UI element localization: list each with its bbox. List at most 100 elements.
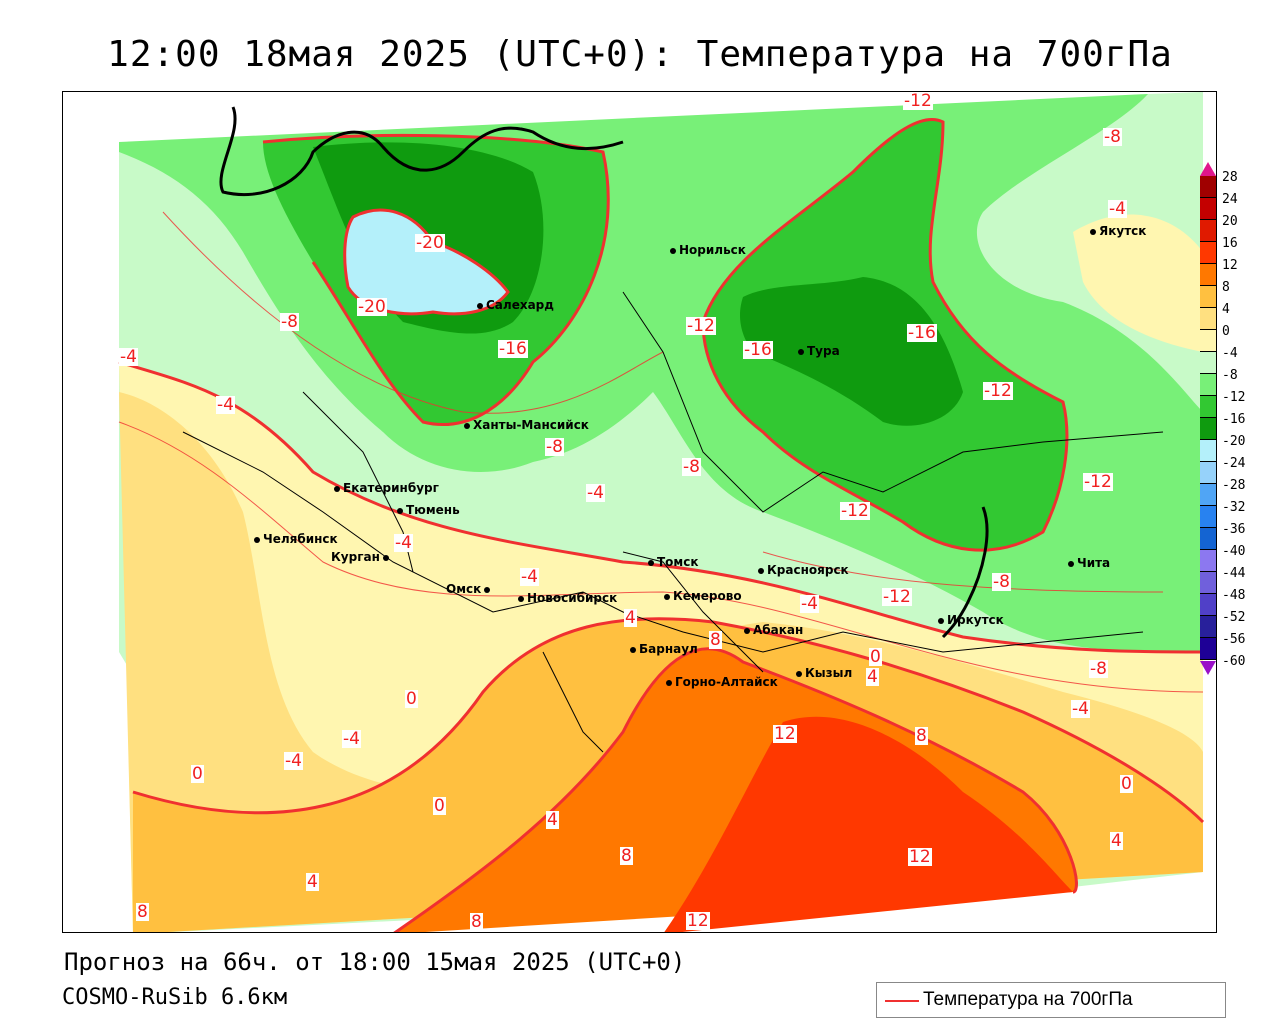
- city-dot-icon: [254, 536, 260, 543]
- city-name: Ханты-Мансийск: [473, 418, 589, 432]
- colorbar-bin: [1200, 462, 1216, 484]
- contour-label: -16: [907, 323, 937, 343]
- colorbar-tick-label: 8: [1222, 280, 1230, 295]
- city-name: Норильск: [679, 243, 746, 257]
- city-dot-icon: [630, 646, 636, 653]
- colorbar-tick-label: -4: [1222, 346, 1238, 361]
- city-label: Норильск: [670, 243, 746, 257]
- city-name: Новосибирск: [527, 591, 618, 605]
- contour-label: 8: [470, 912, 483, 932]
- contour-label: -4: [520, 567, 539, 587]
- contour-label: -12: [840, 501, 870, 521]
- contour-label: 4: [306, 872, 319, 892]
- colorbar-bin: [1200, 242, 1216, 264]
- colorbar-tick-label: -52: [1222, 610, 1246, 625]
- contour-label: 0: [433, 796, 446, 816]
- contour-label: 12: [773, 724, 797, 744]
- city-dot-icon: [334, 485, 340, 492]
- contour-label: 8: [915, 726, 928, 746]
- temperature-map: [62, 91, 1217, 933]
- colorbar-tick-label: -40: [1222, 544, 1246, 559]
- city-name: Абакан: [753, 623, 804, 637]
- colorbar-bin: [1200, 352, 1216, 374]
- colorbar-tick-label: -16: [1222, 412, 1246, 427]
- colorbar-bin: [1200, 638, 1216, 660]
- contour-label: -8: [992, 572, 1011, 592]
- colorbar-tick-label: -60: [1222, 654, 1246, 669]
- colorbar-top-arrow: [1200, 162, 1216, 176]
- city-label: Кызыл: [796, 666, 852, 680]
- city-label: Чита: [1068, 556, 1110, 570]
- contour-label: -4: [586, 483, 605, 503]
- city-label: Курган: [331, 550, 389, 564]
- contour-label: -4: [216, 395, 235, 415]
- legend-label: Температура на 700гПа: [923, 989, 1133, 1010]
- contour-label: -12: [686, 316, 716, 336]
- city-dot-icon: [1068, 560, 1074, 567]
- colorbar-bin: [1200, 506, 1216, 528]
- map-title: 12:00 18мая 2025 (UTC+0): Температура на…: [107, 34, 1173, 75]
- city-label: Кемерово: [664, 589, 742, 603]
- city-label: Красноярск: [758, 563, 849, 577]
- city-dot-icon: [1090, 228, 1096, 235]
- contour-label: 0: [405, 689, 418, 709]
- colorbar-tick-label: 20: [1222, 214, 1238, 229]
- contour-label: -20: [415, 233, 445, 253]
- contour-label: -4: [342, 729, 361, 749]
- fill-minus4-0-east: [1073, 214, 1203, 352]
- colorbar-bin: [1200, 616, 1216, 638]
- city-name: Тюмень: [406, 503, 460, 517]
- colorbar-bottom-arrow: [1200, 661, 1216, 675]
- city-label: Абакан: [744, 623, 803, 637]
- model-name: COSMO-RuSib 6.6км: [62, 985, 288, 1010]
- fill-minus20-minus16-east: [740, 277, 963, 426]
- city-name: Екатеринбург: [343, 481, 439, 495]
- contour-label: -16: [743, 340, 773, 360]
- contour-label: -12: [882, 587, 912, 607]
- city-label: Омск: [446, 582, 491, 596]
- city-label: Томск: [648, 555, 699, 569]
- legend: Температура на 700гПа: [876, 982, 1226, 1018]
- city-name: Кемерово: [673, 589, 742, 603]
- colorbar-bin: [1200, 528, 1216, 550]
- map-fill: [118, 92, 1205, 932]
- city-name: Салехард: [486, 298, 554, 312]
- city-name: Чита: [1077, 556, 1111, 570]
- colorbar-bin: [1200, 198, 1216, 220]
- city-dot-icon: [938, 617, 944, 624]
- contour-label: 8: [620, 846, 633, 866]
- colorbar-bin: [1200, 418, 1216, 440]
- city-name: Челябинск: [263, 532, 338, 546]
- lake-baikal: [941, 506, 989, 639]
- city-dot-icon: [798, 348, 804, 355]
- colorbar-bin: [1200, 374, 1216, 396]
- city-dot-icon: [796, 670, 802, 677]
- colorbar-tick-label: -48: [1222, 588, 1246, 603]
- colorbar-tick-label: 16: [1222, 236, 1238, 251]
- contour-label: 0: [191, 764, 204, 784]
- city-label: Салехард: [477, 298, 554, 312]
- city-dot-icon: [484, 586, 491, 593]
- city-label: Новосибирск: [518, 591, 617, 605]
- city-dot-icon: [664, 593, 670, 600]
- colorbar-tick-label: -8: [1222, 368, 1238, 383]
- city-name: Курган: [331, 550, 380, 564]
- colorbar-bin: [1200, 396, 1216, 418]
- city-label: Тура: [798, 344, 840, 358]
- city-name: Томск: [657, 555, 699, 569]
- city-name: Якутск: [1099, 224, 1147, 238]
- city-name: Барнаул: [639, 642, 698, 656]
- contour-label: -8: [545, 437, 564, 457]
- city-label: Иркутск: [938, 613, 1004, 627]
- colorbar-bin: [1200, 176, 1216, 198]
- city-dot-icon: [648, 559, 654, 566]
- contour-label: 12: [908, 847, 932, 867]
- city-dot-icon: [670, 247, 676, 254]
- city-label: Челябинск: [254, 532, 338, 546]
- contour-label: 4: [624, 608, 637, 628]
- contour-label: -8: [682, 457, 701, 477]
- contour-label: 12: [686, 911, 710, 931]
- contour-label: 4: [546, 810, 559, 830]
- forecast-info: Прогноз на 66ч. от 18:00 15мая 2025 (UTC…: [64, 948, 686, 976]
- colorbar-bin: [1200, 594, 1216, 616]
